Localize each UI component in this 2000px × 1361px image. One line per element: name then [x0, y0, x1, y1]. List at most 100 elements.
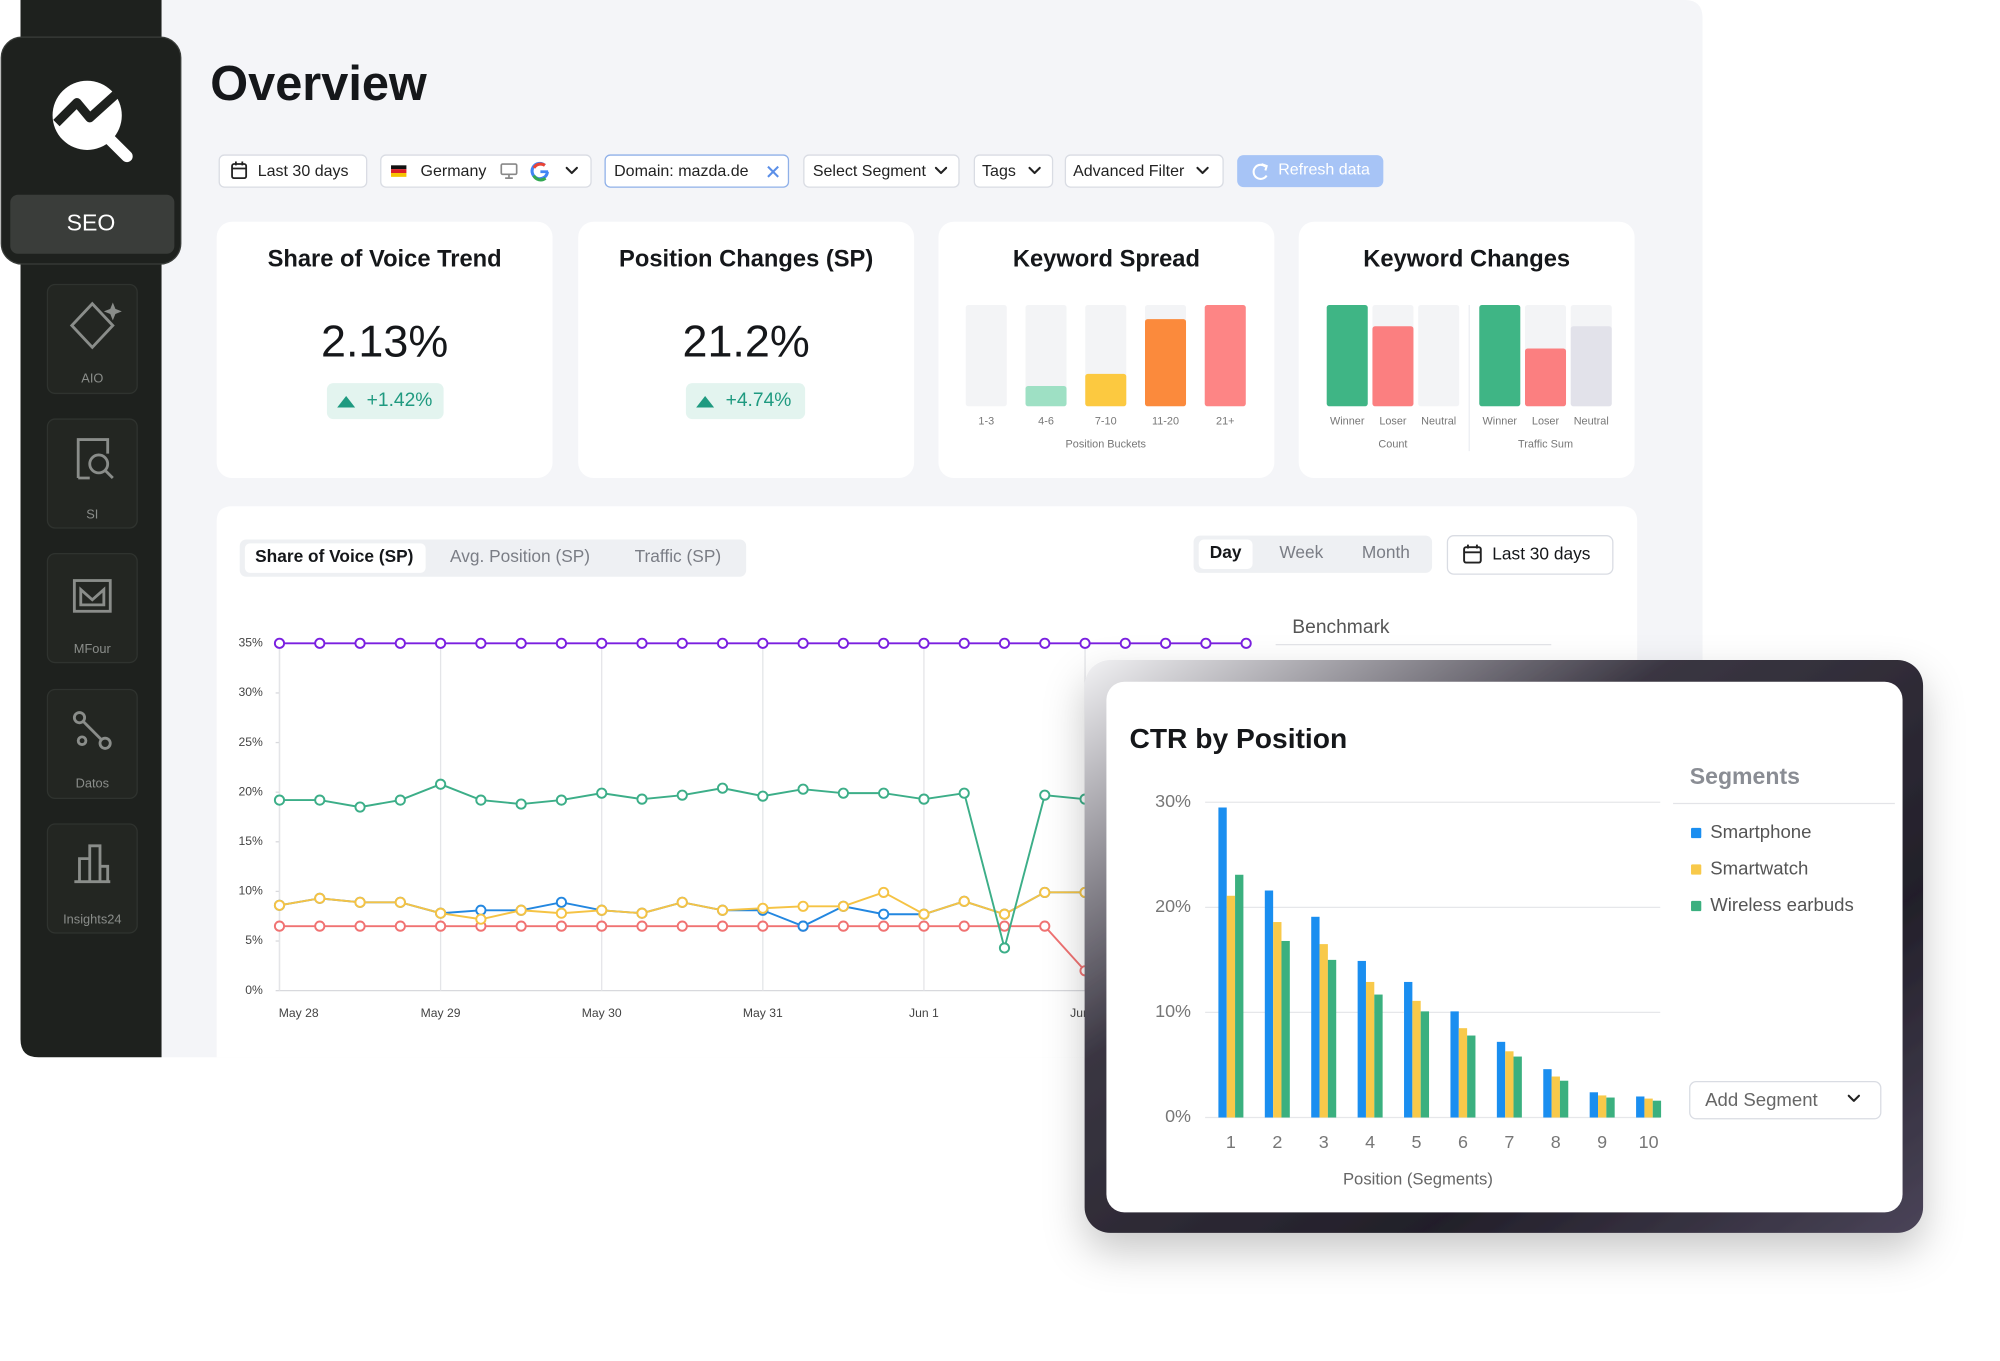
device-icon: [505, 174, 513, 179]
kpi-badge: [685, 383, 806, 420]
bar: [1589, 1092, 1599, 1118]
kpi-area: Share of Voice Trend 2.13% +1.42% Positi…: [216, 221, 1635, 479]
point: [636, 637, 648, 649]
bar: [1652, 1100, 1662, 1118]
nav-icon: [76, 735, 88, 746]
bar: [1374, 994, 1383, 1118]
bar: [1311, 916, 1320, 1118]
nav-item[interactable]: [46, 688, 138, 800]
legend-label: Smartwatch: [1710, 857, 1808, 878]
point: [1240, 637, 1252, 649]
point: [475, 637, 487, 649]
bar: [1273, 922, 1282, 1118]
clear-icon[interactable]: [767, 165, 779, 178]
date-filter[interactable]: [218, 154, 368, 188]
bar: [1559, 1080, 1569, 1118]
tags-filter[interactable]: [973, 154, 1054, 188]
point: [757, 902, 769, 914]
period[interactable]: Week: [1279, 542, 1323, 562]
domain-filter[interactable]: [604, 154, 790, 188]
bar: [1543, 1069, 1552, 1118]
nav-icon: [79, 586, 106, 607]
point: [837, 900, 849, 912]
point: [435, 920, 447, 932]
x-tick-label: 4-6: [1038, 416, 1054, 428]
bar: [1570, 326, 1612, 407]
period[interactable]: Day: [1210, 542, 1242, 562]
advanced-filter-label: Advanced Filter: [1073, 162, 1185, 180]
point: [314, 637, 326, 649]
point: [757, 920, 769, 932]
point: [918, 908, 930, 920]
bar: [1467, 1035, 1476, 1118]
segment-filter[interactable]: [803, 154, 960, 188]
refresh-button[interactable]: [1237, 155, 1384, 188]
point: [998, 920, 1011, 932]
nav-item[interactable]: [46, 823, 138, 934]
active-period[interactable]: [1198, 539, 1253, 570]
point: [878, 787, 890, 799]
y-tick-label: 20%: [238, 784, 263, 798]
point: [555, 896, 568, 908]
google-icon: [532, 162, 546, 169]
point: [1160, 637, 1172, 649]
point: [797, 920, 809, 932]
active-tab[interactable]: [244, 543, 426, 573]
point: [1079, 637, 1091, 649]
point: [837, 920, 849, 932]
point: [314, 892, 326, 904]
x-tick-label: 21+: [1216, 416, 1234, 428]
date-filter-label: Last 30 days: [258, 162, 349, 180]
period[interactable]: Month: [1362, 542, 1410, 562]
advanced-filter[interactable]: [1064, 154, 1224, 188]
point: [394, 920, 406, 932]
x-tick-label: 8: [1551, 1132, 1561, 1152]
legend-swatch: [1691, 827, 1702, 839]
add-segment-button[interactable]: [1689, 1080, 1882, 1120]
bar: [1319, 944, 1328, 1118]
bar: [1505, 1051, 1514, 1118]
x-tick-label: May 31: [743, 1006, 783, 1020]
point: [1039, 637, 1051, 649]
brand-button[interactable]: [10, 194, 175, 254]
point: [555, 920, 568, 932]
point: [314, 794, 326, 806]
x-tick-label: Neutral: [1574, 416, 1609, 428]
kpi-badge: [326, 383, 444, 420]
bar: [1496, 1041, 1506, 1118]
point: [435, 907, 447, 919]
filter-bar: Last 30 days Germany Domain: mazda.de Se…: [218, 154, 1384, 188]
bar: [1281, 940, 1290, 1118]
nav-item[interactable]: [46, 418, 138, 529]
point: [555, 907, 568, 919]
date-button[interactable]: [1446, 535, 1614, 575]
point: [878, 886, 890, 898]
x-tick-label: May 30: [582, 1006, 622, 1020]
point: [1039, 886, 1051, 898]
bar: [1598, 1095, 1607, 1118]
tab[interactable]: Avg. Position (SP): [450, 546, 590, 566]
bar: [1479, 305, 1521, 407]
y-tick-label: 10%: [1155, 1001, 1191, 1021]
x-axis-title: Traffic Sum: [1518, 439, 1573, 451]
bar-track: [1025, 305, 1067, 407]
point: [878, 637, 890, 649]
bar: [1636, 1096, 1645, 1118]
kpi-value: 21.2%: [683, 316, 810, 367]
point: [676, 920, 688, 932]
nav-label: MFour: [74, 641, 112, 656]
ctr-overlay: CTR by Position Position (Segments) Segm…: [1084, 659, 1924, 1233]
domain-filter-label: Domain: mazda.de: [614, 162, 749, 180]
nav-icon: [103, 302, 122, 321]
chevron: [1847, 1094, 1861, 1102]
tab[interactable]: Share of Voice (SP): [255, 546, 413, 566]
point: [475, 904, 487, 916]
tab[interactable]: Traffic (SP): [635, 546, 722, 566]
point: [676, 896, 688, 908]
point: [676, 789, 688, 801]
nav-item[interactable]: [46, 552, 138, 664]
bar: [1264, 890, 1274, 1118]
bar: [1025, 386, 1067, 407]
kpi-title: Position Changes (SP): [619, 246, 873, 272]
